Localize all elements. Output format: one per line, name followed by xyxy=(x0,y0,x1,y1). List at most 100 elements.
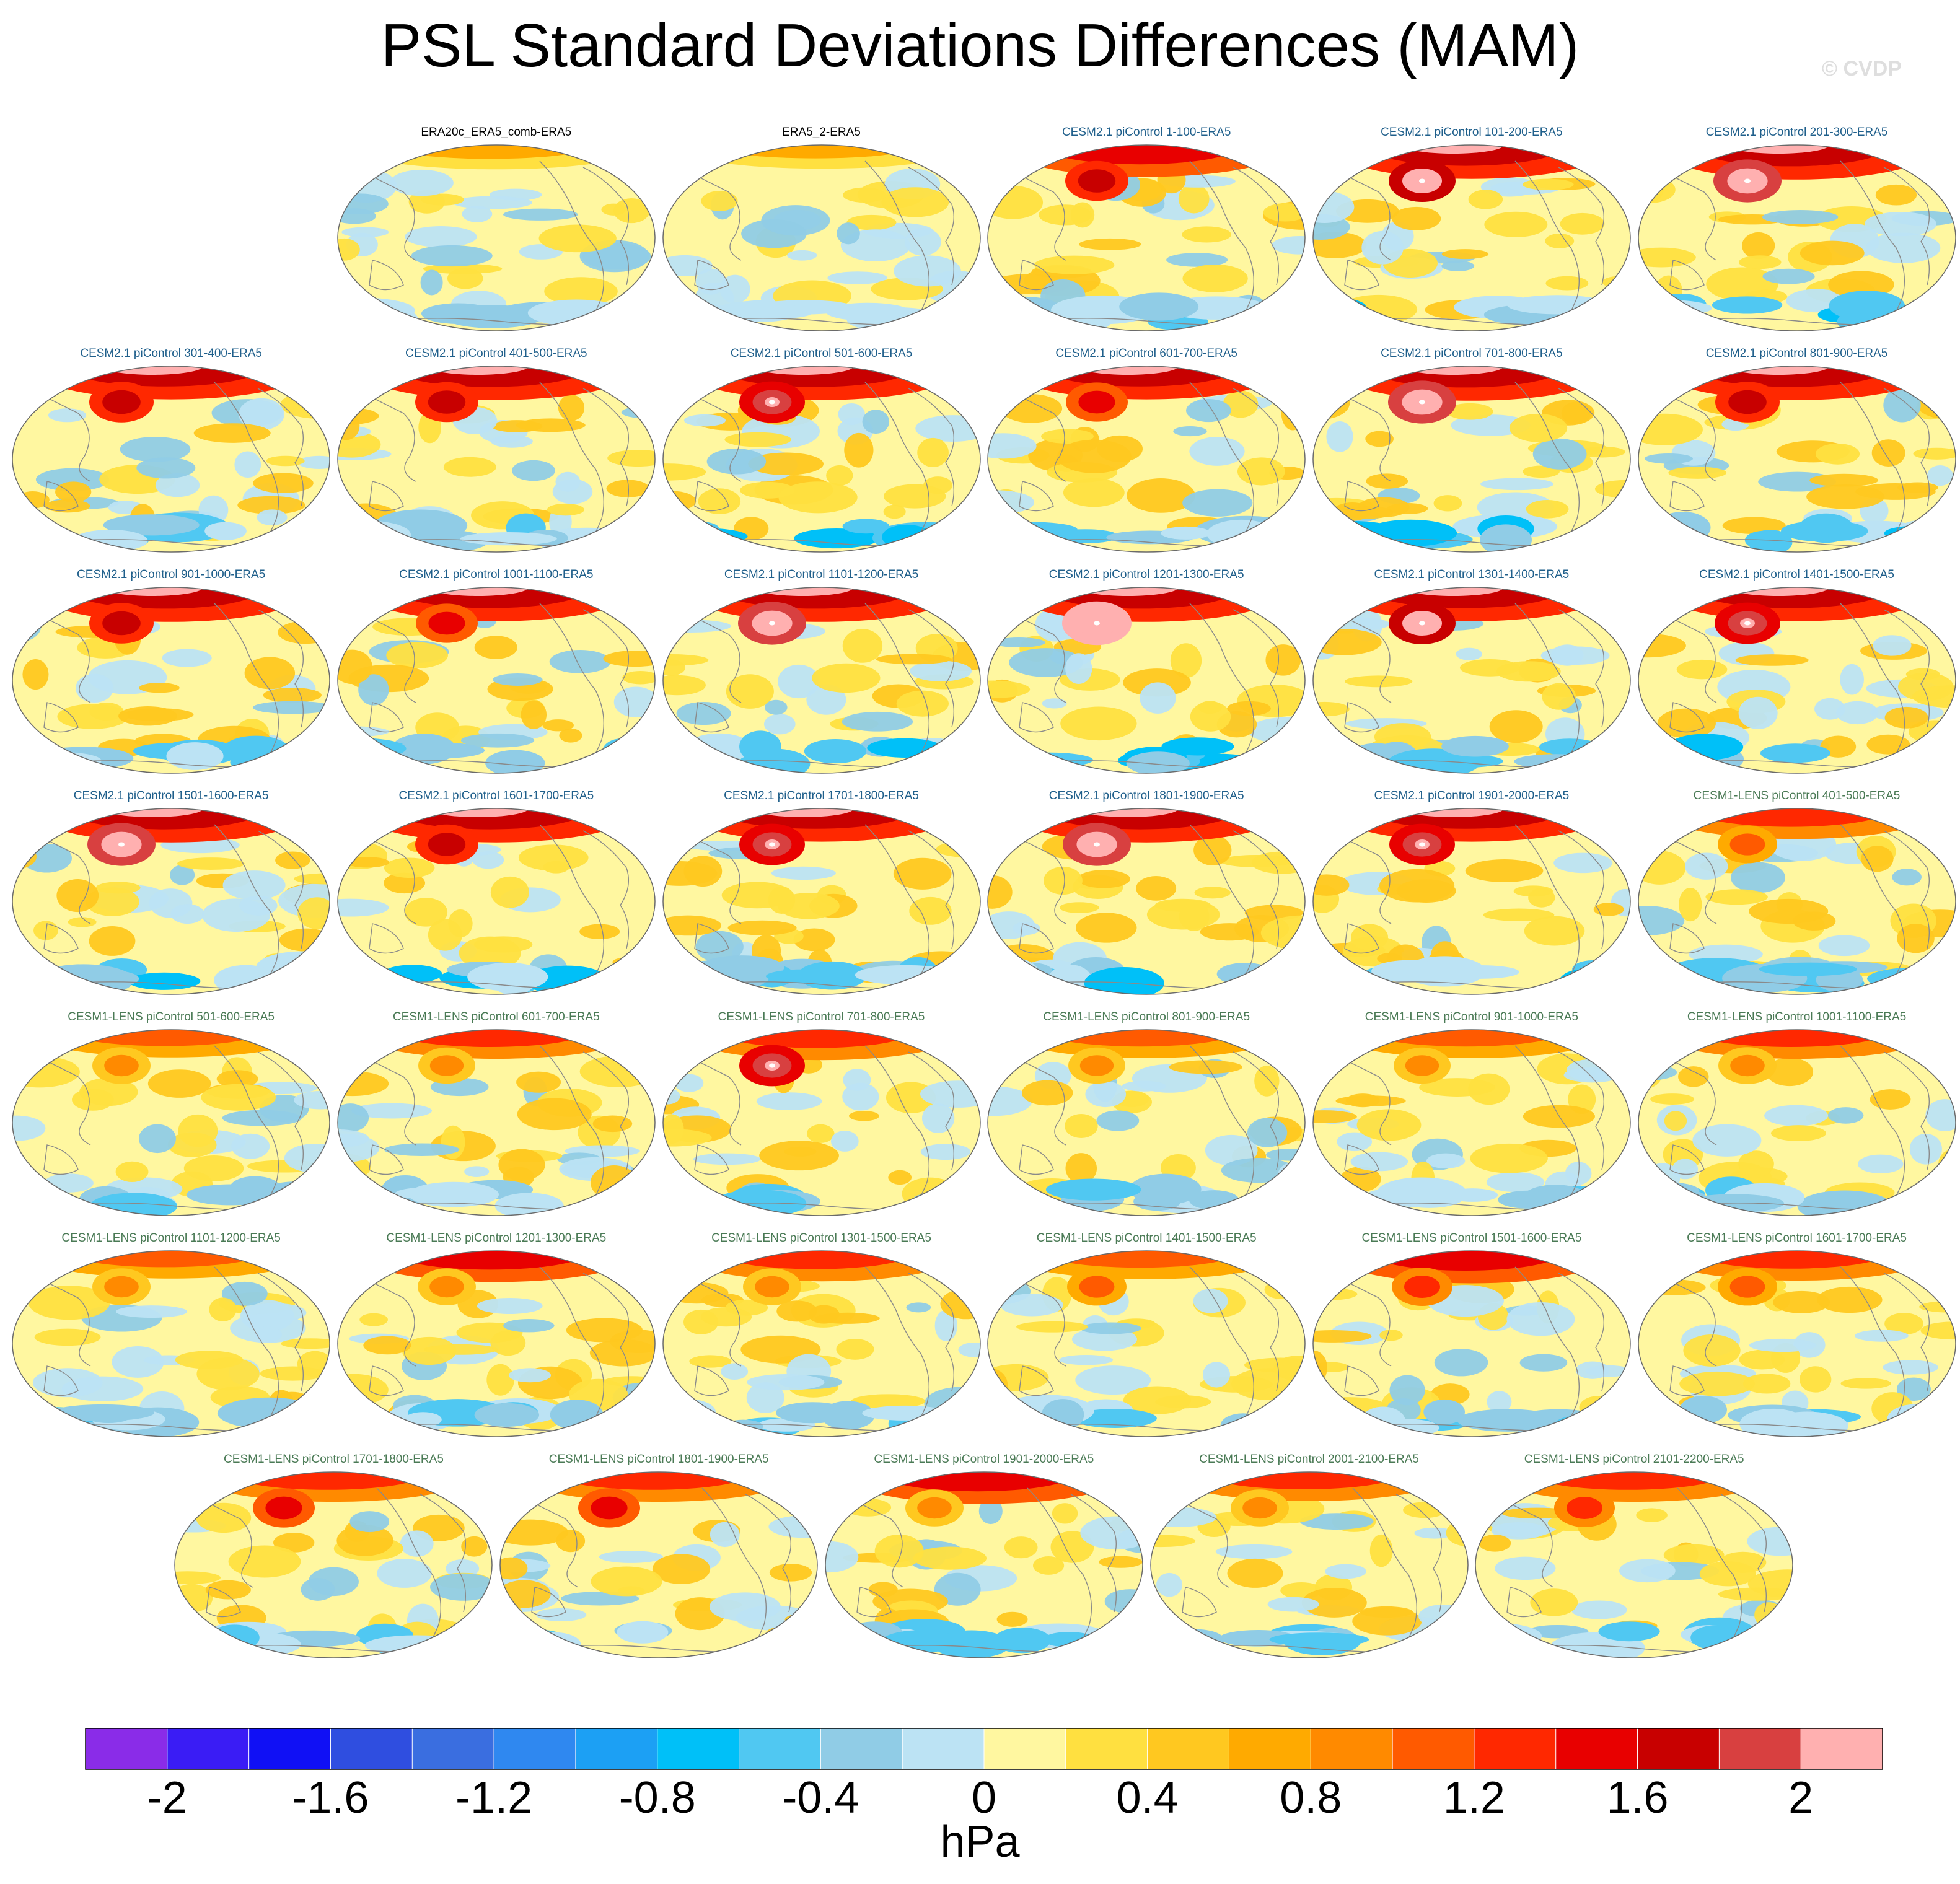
field-patch xyxy=(1872,635,1912,656)
field-patch xyxy=(193,423,271,443)
field-patch-south xyxy=(500,1623,542,1654)
field-patch xyxy=(1392,206,1441,230)
asia-coast xyxy=(1329,609,1392,703)
field-patch xyxy=(1203,1362,1231,1388)
field-patch-south xyxy=(1759,962,1857,976)
field-patch xyxy=(996,1611,1028,1627)
colorbar-unit-label: hPa xyxy=(940,1817,1020,1867)
field-patch xyxy=(1738,255,1781,269)
field-patch xyxy=(1644,453,1693,464)
colorbar-swatch xyxy=(657,1728,740,1770)
map-outline xyxy=(1637,808,1956,995)
field-patch xyxy=(337,431,381,458)
field-patch xyxy=(746,1374,824,1391)
field-patch xyxy=(1678,887,1702,922)
australia-coast xyxy=(1344,1365,1379,1396)
field-patch xyxy=(112,1346,164,1378)
field-patch-south xyxy=(204,522,247,540)
field-patch xyxy=(1267,1597,1319,1612)
americas-west-coast xyxy=(1189,1266,1255,1429)
field-patch xyxy=(1764,1105,1828,1126)
field-patch xyxy=(1350,924,1388,950)
field-patch-south xyxy=(1571,960,1614,979)
field-patch xyxy=(1762,210,1838,224)
map-plot xyxy=(499,1471,818,1658)
field-patch xyxy=(1136,876,1177,901)
field-patch xyxy=(874,1534,924,1568)
field-patch-south xyxy=(1765,1411,1848,1437)
asia-coast xyxy=(1329,1051,1392,1146)
field-patch xyxy=(1722,517,1786,535)
americas-east-coast xyxy=(1558,830,1604,949)
map-panel: CESM2.1 piControl 801-900-ERA5 xyxy=(1636,345,1958,562)
colorbar-tick-label: 1.2 xyxy=(1443,1773,1505,1815)
field-patch xyxy=(518,844,589,871)
asia-coast xyxy=(1329,167,1392,261)
australia-coast xyxy=(693,923,729,954)
field-patch xyxy=(868,1582,898,1597)
field-patch-south xyxy=(384,742,485,759)
field-patch xyxy=(1496,661,1561,682)
colorbar-tick-label: -2 xyxy=(147,1773,187,1815)
americas-west-coast xyxy=(864,824,929,986)
field-patch xyxy=(498,1149,545,1181)
map-panel: CESM1-LENS piControl 1101-1200-ERA5 xyxy=(10,1230,332,1447)
field-patch xyxy=(1884,706,1928,729)
field-patch xyxy=(1619,1559,1676,1583)
map-plot xyxy=(662,144,981,331)
americas-west-coast xyxy=(1840,603,1905,765)
field-patch xyxy=(1638,851,1685,885)
field-patch xyxy=(683,1309,718,1334)
map-plot xyxy=(337,808,656,995)
field-npac-peak xyxy=(1094,621,1101,626)
field-patch xyxy=(216,1070,258,1088)
field-patch xyxy=(842,1069,871,1091)
map-panel: CESM1-LENS piControl 601-700-ERA5 xyxy=(335,1009,657,1225)
field-patch xyxy=(1927,465,1953,486)
map-panel: CESM2.1 piControl 1101-1200-ERA5 xyxy=(661,566,983,783)
field-patch xyxy=(384,1143,460,1156)
field-patch-south xyxy=(12,1414,65,1436)
australia-coast xyxy=(369,923,404,954)
field-npac-peak xyxy=(1418,178,1425,183)
australia-coast xyxy=(693,1144,729,1175)
field-patch xyxy=(206,1580,252,1600)
field-npac-peak xyxy=(1418,621,1425,626)
field-patch xyxy=(1738,1150,1774,1177)
field-patch xyxy=(1379,1330,1403,1341)
field-patch-south xyxy=(804,739,866,764)
field-patch-south xyxy=(1655,511,1711,544)
map-outline xyxy=(662,808,981,995)
map-panel: CESM1-LENS piControl 1301-1500-ERA5 xyxy=(661,1230,983,1447)
map-outline xyxy=(987,1029,1306,1216)
field-patch xyxy=(257,509,288,526)
map-plot xyxy=(1312,1029,1631,1216)
americas-east-coast xyxy=(1233,1051,1280,1170)
americas-east-coast xyxy=(1395,1494,1442,1613)
field-north-core xyxy=(1045,1251,1236,1268)
field-npac-mid xyxy=(1078,169,1116,193)
map-plot xyxy=(337,1250,656,1437)
australia-coast xyxy=(1344,702,1379,733)
field-patch xyxy=(1718,1587,1793,1601)
panel-title: CESM1-LENS piControl 1201-1300-ERA5 xyxy=(386,1232,607,1245)
field-patch xyxy=(1000,394,1063,423)
field-patch xyxy=(652,1554,711,1585)
americas-east-coast xyxy=(257,609,304,728)
asia-coast xyxy=(679,388,741,482)
field-patch-south xyxy=(1837,312,1876,331)
field-patch xyxy=(825,1541,859,1573)
americas-west-coast xyxy=(1677,1487,1742,1650)
field-patch xyxy=(1593,903,1624,916)
map-outline xyxy=(12,587,330,774)
field-patch xyxy=(606,480,649,497)
field-patch-south xyxy=(989,530,1061,551)
field-patch xyxy=(89,926,136,956)
field-patch xyxy=(1486,1172,1545,1193)
field-patch xyxy=(549,650,611,673)
colorbar-swatch xyxy=(1637,1728,1720,1770)
field-patch-south xyxy=(1521,1185,1590,1215)
field-patch xyxy=(503,208,578,221)
field-patch xyxy=(881,187,949,217)
colorbar-swatch xyxy=(983,1728,1066,1770)
